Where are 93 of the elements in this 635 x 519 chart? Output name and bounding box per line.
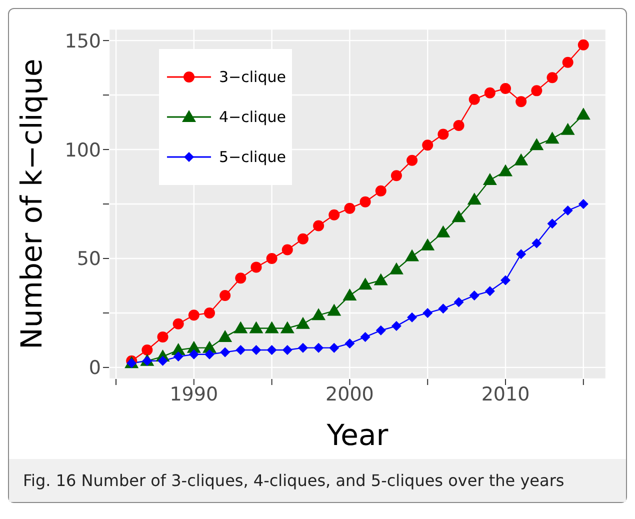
point [220, 347, 230, 358]
caption: Fig. 16 Number of 3-cliques, 4-cliques, and 5-cliques over the years [23, 471, 566, 490]
point [188, 310, 200, 321]
y-axis-title: Number of k−clique [14, 58, 48, 350]
y-tick-label: 100 [64, 139, 101, 162]
point [576, 108, 590, 120]
point [327, 304, 342, 316]
point [468, 94, 480, 105]
point [482, 173, 497, 186]
point [188, 349, 199, 360]
point [452, 210, 466, 222]
point [532, 238, 542, 248]
point [313, 220, 324, 232]
point [358, 278, 372, 290]
point [282, 345, 292, 356]
x-tick-label: 1990 [170, 383, 218, 406]
point [374, 273, 388, 286]
point [236, 345, 246, 356]
point [469, 290, 480, 301]
point [578, 39, 589, 50]
y-tick-label: 150 [64, 30, 101, 52]
point [500, 82, 512, 94]
point [204, 349, 214, 360]
point [298, 342, 308, 353]
point [560, 122, 575, 135]
point [142, 344, 153, 356]
point [467, 192, 482, 205]
point [407, 312, 418, 322]
point [328, 209, 340, 220]
point [547, 218, 558, 229]
point [249, 321, 264, 334]
point [296, 316, 310, 329]
point [422, 140, 434, 151]
point [454, 297, 464, 308]
point [250, 262, 262, 273]
x-axis-title: Year [326, 418, 388, 452]
point [389, 262, 404, 274]
point [531, 85, 542, 96]
point [235, 272, 246, 284]
point [578, 199, 588, 209]
point [484, 286, 495, 296]
point [375, 185, 386, 196]
point [251, 345, 262, 356]
point [545, 132, 560, 144]
point [157, 331, 168, 342]
point [218, 330, 232, 342]
point [312, 308, 326, 320]
legend-label: 5−clique [219, 148, 286, 166]
point [498, 164, 513, 176]
point [436, 225, 450, 238]
y-tick-label: 0 [88, 357, 101, 380]
point [264, 321, 279, 334]
point [376, 325, 386, 336]
point [546, 72, 558, 84]
point [344, 202, 356, 214]
point [516, 96, 527, 108]
x-tick-label: 2000 [326, 383, 374, 406]
point [220, 290, 231, 302]
point [234, 321, 248, 334]
point [173, 352, 184, 362]
point [329, 342, 340, 353]
point [344, 338, 355, 348]
point [406, 154, 418, 166]
point [266, 345, 277, 356]
point [266, 252, 278, 264]
x-tick-label: 2010 [481, 383, 530, 406]
point [360, 196, 371, 208]
y-tick-label: 50 [76, 248, 101, 270]
legend-label: 3−clique [219, 68, 286, 86]
point [360, 332, 370, 342]
point [530, 138, 544, 150]
point [342, 288, 357, 301]
legend-label: 4−clique [219, 108, 286, 126]
point [562, 56, 574, 68]
point [500, 275, 511, 286]
point [422, 308, 433, 318]
point [405, 249, 420, 262]
point [420, 238, 435, 250]
point [172, 318, 184, 330]
point [282, 244, 293, 256]
point [438, 128, 449, 140]
point [514, 153, 528, 166]
point [562, 206, 573, 216]
point [280, 321, 294, 334]
point [204, 307, 215, 318]
point [484, 87, 496, 98]
point [516, 249, 526, 260]
point [314, 342, 324, 353]
point [438, 304, 448, 314]
point [297, 233, 308, 244]
point [390, 170, 402, 182]
point [391, 321, 402, 332]
point [453, 120, 464, 132]
